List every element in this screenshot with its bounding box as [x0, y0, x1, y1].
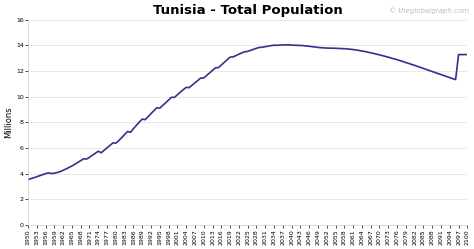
Y-axis label: Millions: Millions [4, 106, 13, 138]
Title: Tunisia - Total Population: Tunisia - Total Population [153, 4, 343, 17]
Text: © theglobalgraph.com: © theglobalgraph.com [389, 7, 469, 14]
